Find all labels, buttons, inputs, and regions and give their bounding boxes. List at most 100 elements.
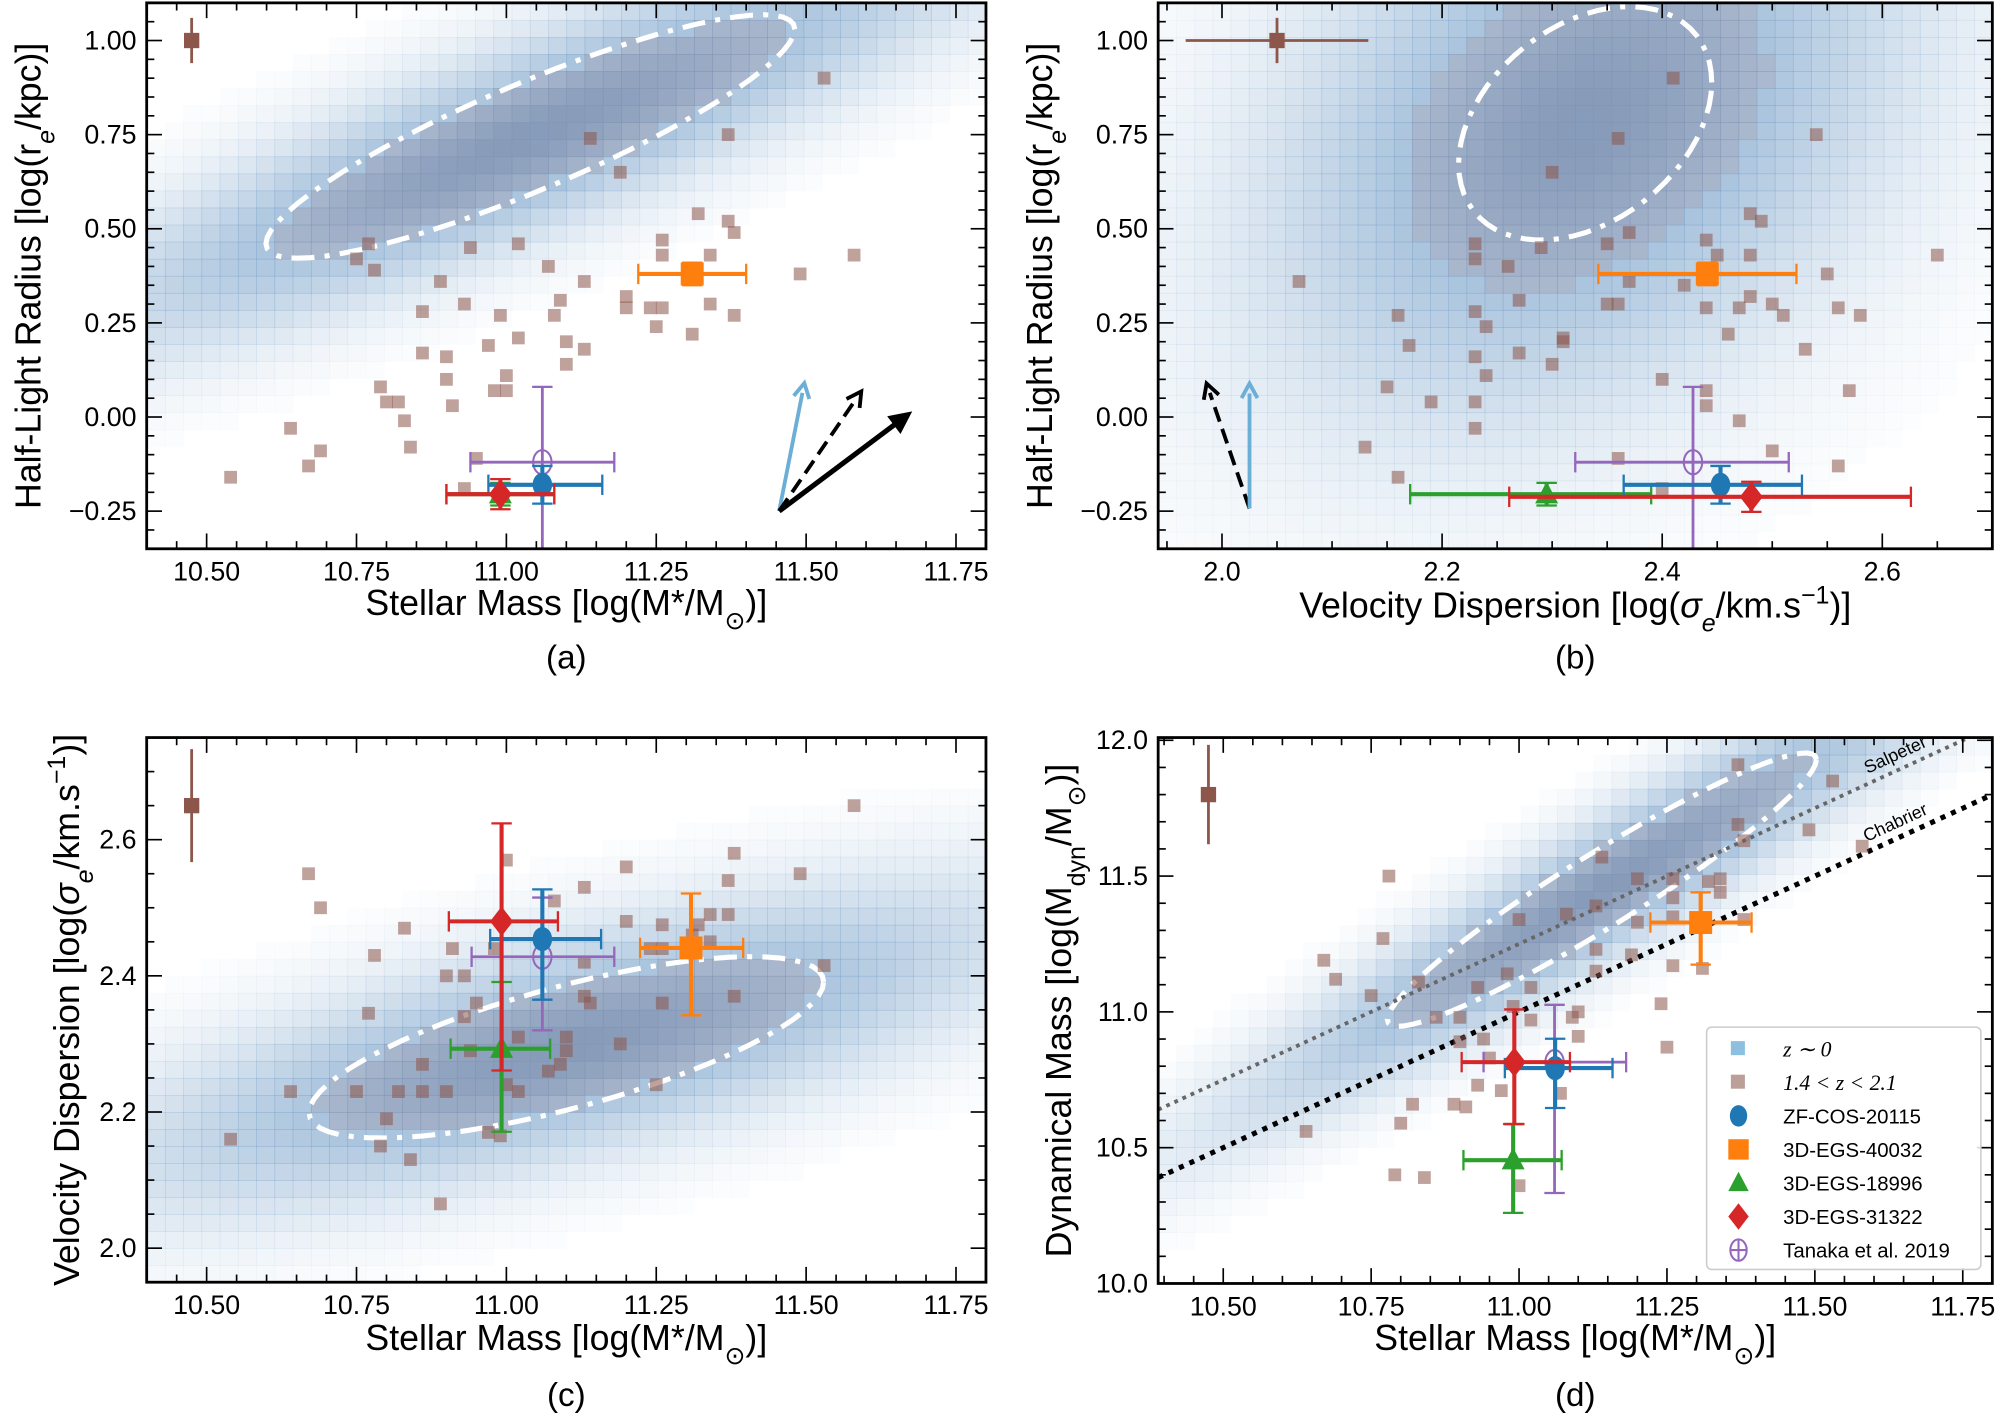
density-cell bbox=[1593, 173, 1613, 192]
density-cell bbox=[803, 822, 823, 841]
density-cell bbox=[1321, 446, 1341, 465]
density-cell bbox=[1303, 429, 1323, 448]
density-cell bbox=[1593, 1011, 1612, 1029]
density-cell bbox=[1520, 361, 1540, 379]
density-cell bbox=[292, 975, 312, 994]
density-cell bbox=[310, 941, 330, 960]
density-cell bbox=[548, 873, 568, 892]
density-cell bbox=[1665, 754, 1685, 773]
density-cell bbox=[292, 88, 312, 106]
density-cell bbox=[1484, 2, 1504, 21]
density-cell bbox=[1339, 241, 1359, 260]
density-cell bbox=[1593, 190, 1613, 209]
density-cell bbox=[1738, 173, 1758, 192]
density-cell bbox=[146, 1060, 166, 1079]
density-cell bbox=[1158, 429, 1178, 448]
highz-point bbox=[1630, 872, 1644, 886]
density-cell bbox=[821, 907, 841, 926]
density-cell bbox=[1430, 207, 1450, 226]
density-cell bbox=[1412, 207, 1431, 226]
density-cell bbox=[621, 207, 641, 226]
density-cell bbox=[256, 1060, 276, 1079]
density-cell bbox=[237, 88, 257, 106]
density-cell bbox=[1557, 71, 1577, 89]
density-cell bbox=[1176, 1232, 1195, 1250]
density-cell bbox=[1357, 925, 1377, 944]
density-cell bbox=[1611, 463, 1631, 482]
legend-label: z ∼ 0 bbox=[1782, 1037, 1831, 1061]
density-cell bbox=[821, 36, 841, 55]
density-cell bbox=[420, 1009, 440, 1028]
density-cell bbox=[347, 1026, 367, 1045]
density-cell bbox=[1919, 771, 1939, 790]
density-cell bbox=[1285, 446, 1305, 465]
y-tick-label: 0.00 bbox=[84, 402, 136, 432]
density-cell bbox=[1194, 258, 1214, 277]
density-cell bbox=[1502, 71, 1522, 89]
density-cell bbox=[1538, 463, 1558, 482]
density-cell bbox=[1303, 378, 1323, 397]
density-cell bbox=[657, 88, 677, 106]
density-cell bbox=[1738, 275, 1758, 294]
density-cell bbox=[183, 1009, 203, 1028]
density-cell bbox=[347, 207, 367, 226]
density-cell bbox=[1230, 1164, 1250, 1182]
density-cell bbox=[840, 856, 860, 875]
density-cell bbox=[511, 1094, 531, 1113]
density-cell bbox=[1665, 497, 1685, 516]
density-cell bbox=[876, 992, 896, 1011]
density-cell bbox=[1901, 224, 1921, 243]
density-cell bbox=[1466, 275, 1486, 294]
density-cell bbox=[1738, 224, 1758, 243]
density-cell bbox=[566, 856, 586, 875]
density-cell bbox=[785, 907, 805, 926]
density-cell bbox=[383, 292, 403, 311]
density-cell bbox=[1792, 71, 1812, 89]
highz-point bbox=[727, 308, 741, 322]
density-cell bbox=[1430, 1044, 1450, 1063]
density-cell bbox=[566, 88, 586, 106]
density-cell bbox=[1230, 361, 1250, 379]
density-cell bbox=[694, 156, 714, 175]
density-cell bbox=[1466, 19, 1486, 38]
density-cell bbox=[1829, 839, 1849, 858]
density-cell bbox=[420, 1180, 440, 1198]
density-cell bbox=[621, 1009, 641, 1028]
density-cell bbox=[1285, 480, 1305, 499]
highz-point bbox=[511, 1085, 525, 1098]
density-cell bbox=[1321, 88, 1341, 106]
highz-point bbox=[404, 1153, 417, 1167]
density-cell bbox=[548, 241, 568, 260]
density-cell bbox=[931, 105, 950, 123]
density-cell bbox=[529, 36, 549, 55]
density-cell bbox=[1665, 412, 1685, 431]
highz-point bbox=[1589, 943, 1603, 956]
density-cell bbox=[420, 924, 440, 943]
density-cell bbox=[1611, 856, 1631, 875]
density-cell bbox=[274, 105, 294, 124]
label-segment: /kpc)] bbox=[9, 43, 49, 130]
density-cell bbox=[201, 1060, 221, 1079]
x-tick-label: 10.50 bbox=[173, 1290, 240, 1320]
density-cell bbox=[858, 958, 878, 977]
density-cell bbox=[493, 1180, 513, 1198]
density-cell bbox=[1829, 275, 1849, 294]
density-cell bbox=[785, 173, 805, 192]
highz-point bbox=[1468, 252, 1482, 266]
density-cell bbox=[310, 122, 330, 141]
density-cell bbox=[1557, 959, 1577, 978]
density-cell bbox=[1811, 207, 1830, 226]
density-cell bbox=[858, 1009, 878, 1028]
density-cell bbox=[1611, 874, 1631, 892]
density-cell bbox=[219, 975, 239, 994]
density-cell bbox=[1811, 446, 1830, 465]
density-cell bbox=[237, 207, 257, 226]
density-cell bbox=[329, 344, 349, 362]
density-cell bbox=[310, 327, 330, 345]
density-cell bbox=[1285, 959, 1304, 977]
y-tick-label: 0.75 bbox=[84, 120, 136, 150]
density-cell bbox=[712, 156, 732, 175]
density-cell bbox=[1266, 275, 1286, 294]
density-cell bbox=[912, 1026, 932, 1045]
density-cell bbox=[1575, 207, 1595, 226]
